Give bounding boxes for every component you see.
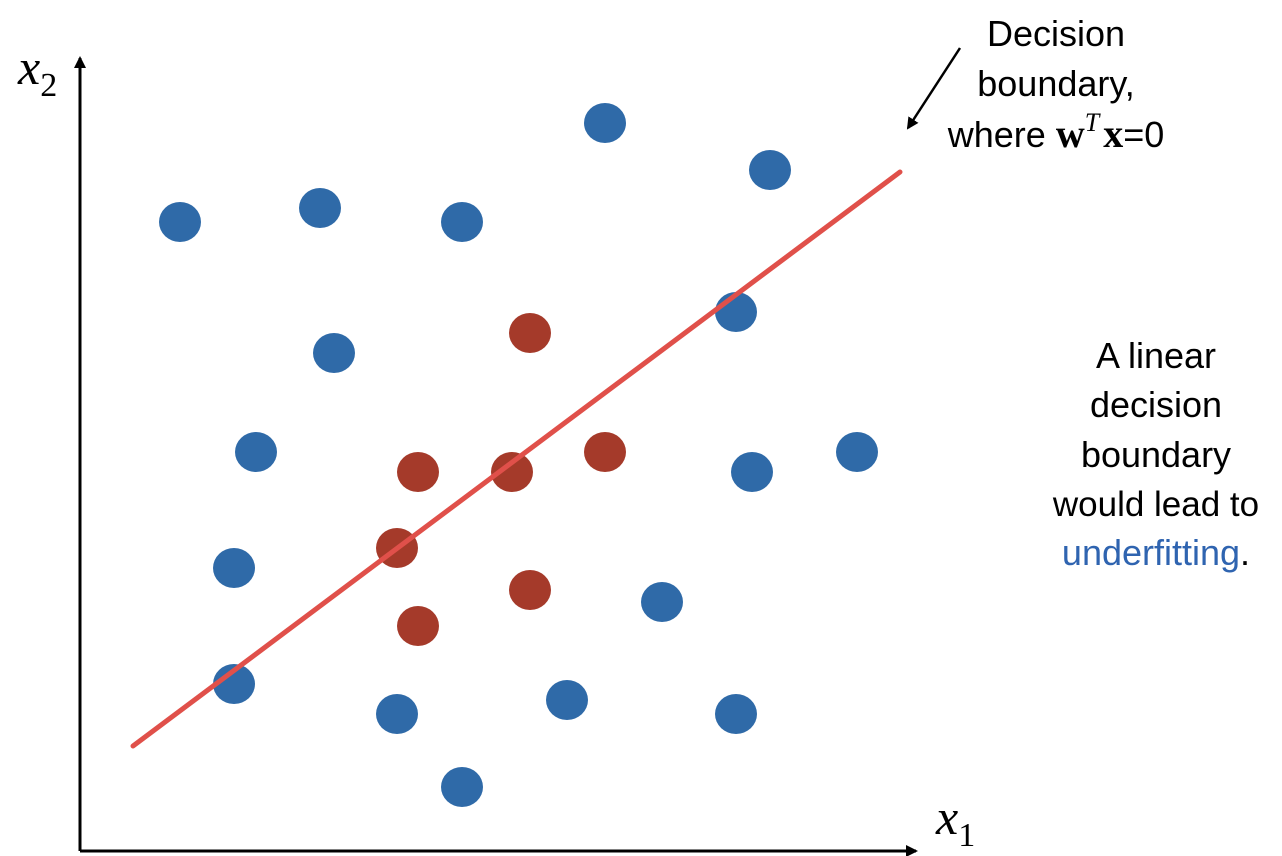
red-point (397, 606, 439, 646)
blue-point (546, 680, 588, 720)
red-point (509, 313, 551, 353)
blue-point (731, 452, 773, 492)
blue-point (441, 767, 483, 807)
x-axis-label: x1 (935, 789, 975, 854)
blue-point (441, 202, 483, 242)
red-point (397, 452, 439, 492)
note-line-4: would lead to (1052, 485, 1259, 524)
blue-point (584, 103, 626, 143)
blue-point (313, 333, 355, 373)
red-point (509, 570, 551, 610)
blue-point (836, 432, 878, 472)
y-axis-label: x2 (17, 39, 57, 104)
note-line-1: A linear (1096, 335, 1216, 376)
blue-point (213, 664, 255, 704)
annotation-line-1: Decision (987, 13, 1125, 54)
decision-boundary-line (130, 169, 903, 749)
decision-boundary-annotation: Decision boundary, where wT x=0 (906, 13, 1164, 156)
blue-point (376, 694, 418, 734)
annotation-line-2: boundary, (977, 63, 1134, 104)
red-point (584, 432, 626, 472)
blue-point (715, 292, 757, 332)
blue-point (159, 202, 201, 242)
annotation-line-3: where wT x=0 (947, 108, 1164, 156)
note-line-2: decision (1090, 384, 1222, 425)
red-class-points (376, 313, 626, 646)
note-line-5: underfitting. (1062, 532, 1250, 573)
blue-point (641, 582, 683, 622)
blue-point (235, 432, 277, 472)
red-point (491, 452, 533, 492)
underfitting-note: A linear decision boundary would lead to… (1052, 335, 1259, 573)
blue-class-points (159, 103, 878, 807)
underfitting-highlight: underfitting (1062, 532, 1240, 573)
blue-point (749, 150, 791, 190)
note-line-3: boundary (1081, 434, 1231, 475)
blue-point (299, 188, 341, 228)
blue-point (715, 694, 757, 734)
blue-point (213, 548, 255, 588)
annotation-arrow (906, 47, 962, 130)
